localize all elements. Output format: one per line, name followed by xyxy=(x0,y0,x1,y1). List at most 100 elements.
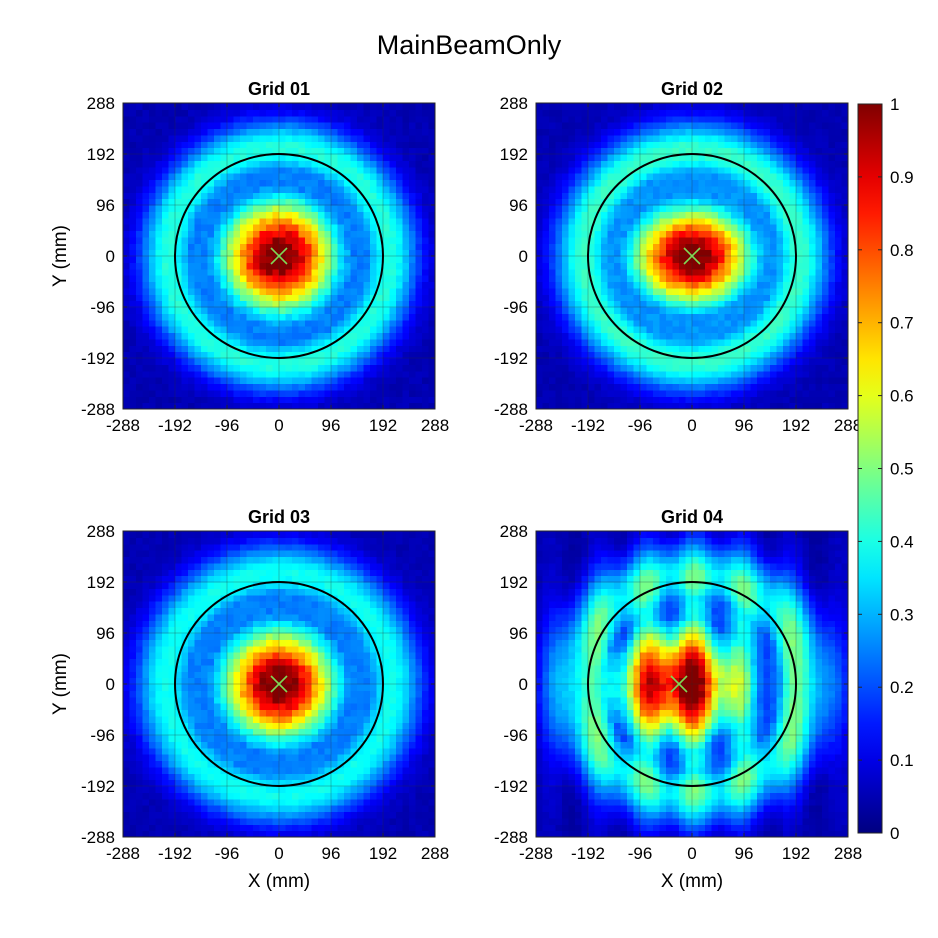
heatmap-cell xyxy=(555,256,563,263)
heatmap-cell xyxy=(149,569,157,577)
heatmap-cell xyxy=(129,115,137,123)
heatmap-cell xyxy=(796,332,804,340)
heatmap-cell xyxy=(750,351,758,359)
heatmap-cell xyxy=(607,370,615,378)
heatmap-cell xyxy=(142,173,150,181)
heatmap-cell xyxy=(370,109,378,117)
heatmap-cell xyxy=(188,205,196,212)
heatmap-cell xyxy=(305,122,313,130)
heatmap-cell xyxy=(149,607,157,615)
heatmap-cell xyxy=(653,205,661,212)
heatmap-cell xyxy=(428,332,436,340)
heatmap-cell xyxy=(142,773,150,781)
heatmap-cell xyxy=(822,364,830,372)
heatmap-cell xyxy=(259,370,267,378)
heatmap-cell xyxy=(207,160,215,168)
heatmap-cell xyxy=(142,722,150,730)
heatmap-cell xyxy=(233,256,241,263)
heatmap-cell xyxy=(123,633,131,640)
heatmap-cell xyxy=(562,396,570,404)
heatmap-cell xyxy=(324,154,332,161)
heatmap-cell xyxy=(370,249,378,257)
heatmap-cell xyxy=(711,109,719,117)
heatmap-cell xyxy=(828,134,836,142)
heatmap-cell xyxy=(835,147,843,155)
heatmap-cell xyxy=(207,281,215,289)
heatmap-cell xyxy=(389,300,397,308)
heatmap-cell xyxy=(253,326,261,334)
heatmap-cell xyxy=(155,754,163,762)
heatmap-cell xyxy=(653,230,661,238)
heatmap-cell xyxy=(142,332,150,340)
heatmap-cell xyxy=(259,198,267,206)
heatmap-cell xyxy=(253,173,261,181)
heatmap-cell xyxy=(155,613,163,621)
heatmap-cell xyxy=(737,345,745,353)
heatmap-cell xyxy=(272,262,280,270)
heatmap-cell xyxy=(214,319,222,327)
heatmap-cell xyxy=(711,141,719,149)
heatmap-cell xyxy=(409,275,417,283)
heatmap-cell xyxy=(285,205,293,212)
heatmap-cell xyxy=(607,103,615,110)
heatmap-cell xyxy=(757,205,765,212)
heatmap-cell xyxy=(227,326,235,334)
heatmap-cell xyxy=(692,326,700,334)
heatmap-cell xyxy=(136,562,144,570)
heatmap-cell xyxy=(698,154,706,161)
heatmap-cell xyxy=(422,122,430,130)
heatmap-cell xyxy=(601,160,609,168)
heatmap-cell xyxy=(357,377,365,385)
heatmap-cell xyxy=(207,198,215,206)
heatmap-cell xyxy=(568,313,576,321)
heatmap-cell xyxy=(679,287,687,295)
heatmap-cell xyxy=(363,185,371,193)
heatmap-cell xyxy=(601,358,609,365)
heatmap-cell xyxy=(679,185,687,193)
heatmap-cell xyxy=(168,300,176,308)
heatmap-cell xyxy=(409,147,417,155)
heatmap-cell xyxy=(770,249,778,257)
heatmap-cell xyxy=(822,383,830,391)
heatmap-cell xyxy=(536,128,544,136)
heatmap-cell xyxy=(415,185,423,193)
heatmap-cell xyxy=(389,147,397,155)
heatmap-cell xyxy=(129,256,137,263)
heatmap-cell xyxy=(136,256,144,263)
heatmap-cell xyxy=(207,345,215,353)
heatmap-cell xyxy=(822,134,830,142)
heatmap-cell xyxy=(155,377,163,385)
heatmap-cell xyxy=(841,217,849,225)
heatmap-panel: Grid 03-288 -192 -96 0 96 192 288288192960-96-… xyxy=(50,507,449,892)
heatmap-cell xyxy=(841,358,849,365)
heatmap-cell xyxy=(175,364,183,372)
heatmap-cell xyxy=(337,319,345,327)
heatmap-cell xyxy=(750,307,758,314)
heatmap-cell xyxy=(614,300,622,308)
heatmap-cell xyxy=(757,243,765,251)
heatmap-cell xyxy=(253,192,261,200)
heatmap-cell xyxy=(555,319,563,327)
heatmap-cell xyxy=(298,173,306,181)
heatmap-cell xyxy=(311,307,319,314)
heatmap-cell xyxy=(253,147,261,155)
heatmap-cell xyxy=(123,703,131,711)
heatmap-cell xyxy=(653,211,661,219)
heatmap-cell xyxy=(633,217,641,225)
heatmap-cell xyxy=(188,364,196,372)
heatmap-cell xyxy=(620,275,628,283)
heatmap-cell xyxy=(568,198,576,206)
heatmap-cell xyxy=(337,236,345,244)
heatmap-cell xyxy=(428,249,436,257)
heatmap-cell xyxy=(129,134,137,142)
heatmap-cell xyxy=(783,109,791,117)
heatmap-cell xyxy=(129,805,137,813)
heatmap-cell xyxy=(285,166,293,174)
heatmap-cell xyxy=(279,313,287,321)
heatmap-cell xyxy=(575,345,583,353)
heatmap-cell xyxy=(409,236,417,244)
heatmap-cell xyxy=(207,307,215,314)
heatmap-cell xyxy=(227,338,235,346)
heatmap-cell xyxy=(142,217,150,225)
heatmap-cell xyxy=(718,402,726,410)
